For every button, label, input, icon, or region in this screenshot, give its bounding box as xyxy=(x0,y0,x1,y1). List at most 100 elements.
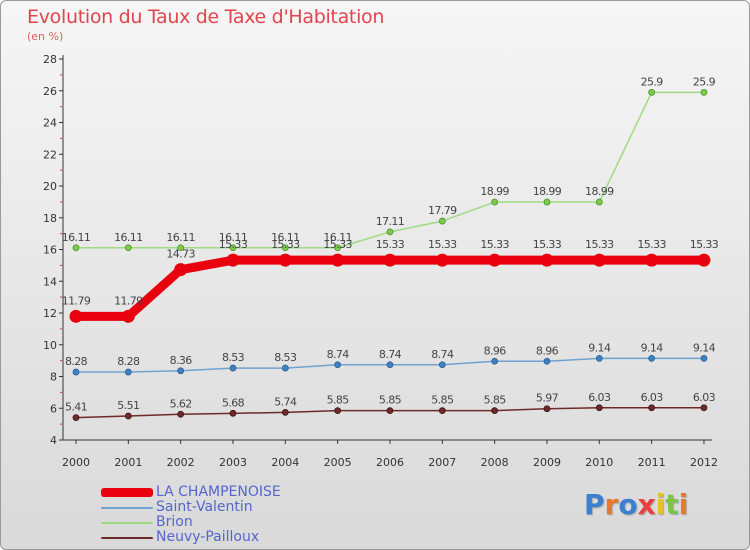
data-point-la-champenoise xyxy=(645,253,659,267)
y-tick-label: 28 xyxy=(43,53,57,66)
data-point-neuvy-pailloux xyxy=(648,404,656,412)
data-point-neuvy-pailloux xyxy=(595,404,603,412)
legend-label: Neuvy-Pailloux xyxy=(156,529,260,545)
y-tick-label: 14 xyxy=(43,275,57,288)
data-label-saint-valentin: 9.14 xyxy=(693,341,716,354)
data-point-la-champenoise xyxy=(435,253,449,267)
legend-item-saint-valentin: Saint-Valentin xyxy=(101,500,281,515)
data-label-brion: 17.79 xyxy=(428,204,457,217)
data-point-saint-valentin xyxy=(281,364,289,372)
data-label-la-champenoise: 15.33 xyxy=(533,238,562,251)
data-point-saint-valentin xyxy=(229,364,237,372)
x-tick-label: 2010 xyxy=(585,456,613,469)
legend-item-brion: Brion xyxy=(101,515,281,530)
data-point-neuvy-pailloux xyxy=(700,404,708,412)
data-point-la-champenoise xyxy=(697,253,711,267)
legend-swatch xyxy=(101,506,153,509)
data-point-neuvy-pailloux xyxy=(229,409,237,417)
data-label-neuvy-pailloux: 6.03 xyxy=(641,391,664,404)
data-point-la-champenoise xyxy=(331,253,345,267)
x-tick-label: 2007 xyxy=(428,456,456,469)
data-label-brion: 16.11 xyxy=(219,231,248,244)
data-point-saint-valentin xyxy=(124,368,132,376)
logo-letter: P xyxy=(584,488,605,521)
data-point-la-champenoise xyxy=(540,253,554,267)
x-tick-label: 2011 xyxy=(638,456,666,469)
y-tick-label: 26 xyxy=(43,85,57,98)
data-point-neuvy-pailloux xyxy=(438,407,446,415)
logo-letter: t xyxy=(665,488,679,521)
data-label-neuvy-pailloux: 5.85 xyxy=(379,394,402,407)
data-point-brion xyxy=(648,88,656,96)
data-label-la-champenoise: 15.33 xyxy=(585,238,614,251)
data-label-saint-valentin: 8.74 xyxy=(379,348,402,361)
data-label-la-champenoise: 15.33 xyxy=(376,238,405,251)
legend: LA CHAMPENOISE Saint-Valentin Brion Neuvy-P… xyxy=(101,485,281,545)
data-label-saint-valentin: 8.36 xyxy=(170,354,193,367)
data-label-brion: 16.11 xyxy=(114,231,143,244)
y-tick-label: 16 xyxy=(43,244,57,257)
data-label-saint-valentin: 8.53 xyxy=(274,351,297,364)
y-tick-label: 4 xyxy=(50,434,57,447)
data-point-la-champenoise xyxy=(226,253,240,267)
data-point-la-champenoise xyxy=(592,253,606,267)
data-label-brion: 16.11 xyxy=(62,231,91,244)
data-label-brion: 16.11 xyxy=(323,231,352,244)
data-label-brion: 25.9 xyxy=(693,75,716,88)
data-point-saint-valentin xyxy=(386,361,394,369)
proxiti-logo: Proxiti xyxy=(584,488,688,521)
legend-item-la-champenoise: LA CHAMPENOISE xyxy=(101,485,281,500)
data-label-brion: 18.99 xyxy=(533,185,562,198)
data-label-saint-valentin: 8.96 xyxy=(484,344,507,357)
data-label-neuvy-pailloux: 6.03 xyxy=(588,391,611,404)
legend-label: Saint-Valentin xyxy=(156,499,253,515)
data-point-la-champenoise xyxy=(69,309,83,323)
data-point-la-champenoise xyxy=(383,253,397,267)
data-point-saint-valentin xyxy=(438,361,446,369)
y-tick-label: 22 xyxy=(43,148,57,161)
y-tick-label: 8 xyxy=(50,371,57,384)
data-point-saint-valentin xyxy=(648,355,656,362)
data-point-saint-valentin xyxy=(334,361,342,369)
data-label-saint-valentin: 8.53 xyxy=(222,351,245,364)
data-label-la-champenoise: 15.33 xyxy=(428,238,457,251)
data-point-saint-valentin xyxy=(595,355,603,362)
data-label-neuvy-pailloux: 5.74 xyxy=(274,395,297,408)
legend-swatch xyxy=(101,488,153,497)
data-point-brion xyxy=(177,244,185,252)
x-tick-label: 2000 xyxy=(62,456,90,469)
data-point-la-champenoise xyxy=(121,309,135,323)
data-point-neuvy-pailloux xyxy=(543,405,551,413)
data-point-brion xyxy=(229,244,237,252)
legend-swatch xyxy=(101,536,153,539)
data-point-brion xyxy=(543,198,551,206)
data-label-saint-valentin: 8.74 xyxy=(431,348,454,361)
data-label-neuvy-pailloux: 5.51 xyxy=(117,399,139,412)
data-label-la-champenoise: 15.33 xyxy=(637,238,666,251)
legend-swatch xyxy=(101,521,153,524)
x-tick-label: 2008 xyxy=(481,456,509,469)
logo-letter: o xyxy=(618,488,638,521)
y-tick-label: 12 xyxy=(43,307,57,320)
data-label-brion: 17.11 xyxy=(376,215,405,228)
x-tick-label: 2006 xyxy=(376,456,404,469)
data-label-neuvy-pailloux: 5.85 xyxy=(327,394,350,407)
y-tick-label: 20 xyxy=(43,180,57,193)
data-point-neuvy-pailloux xyxy=(177,410,185,418)
data-label-brion: 18.99 xyxy=(585,185,614,198)
data-label-la-champenoise: 15.33 xyxy=(323,238,352,251)
data-label-la-champenoise: 14.73 xyxy=(166,248,195,261)
data-label-brion: 18.99 xyxy=(480,185,509,198)
data-label-neuvy-pailloux: 5.62 xyxy=(170,397,192,410)
logo-letter: i xyxy=(655,488,666,521)
y-tick-label: 18 xyxy=(43,212,57,225)
data-label-neuvy-pailloux: 5.85 xyxy=(431,394,454,407)
logo-letter: x xyxy=(637,488,656,521)
data-label-brion: 16.11 xyxy=(166,231,195,244)
data-point-saint-valentin xyxy=(700,355,708,362)
data-label-saint-valentin: 8.96 xyxy=(536,344,559,357)
data-point-la-champenoise xyxy=(174,263,188,277)
data-label-neuvy-pailloux: 5.41 xyxy=(65,401,87,414)
data-label-neuvy-pailloux: 6.03 xyxy=(693,391,716,404)
